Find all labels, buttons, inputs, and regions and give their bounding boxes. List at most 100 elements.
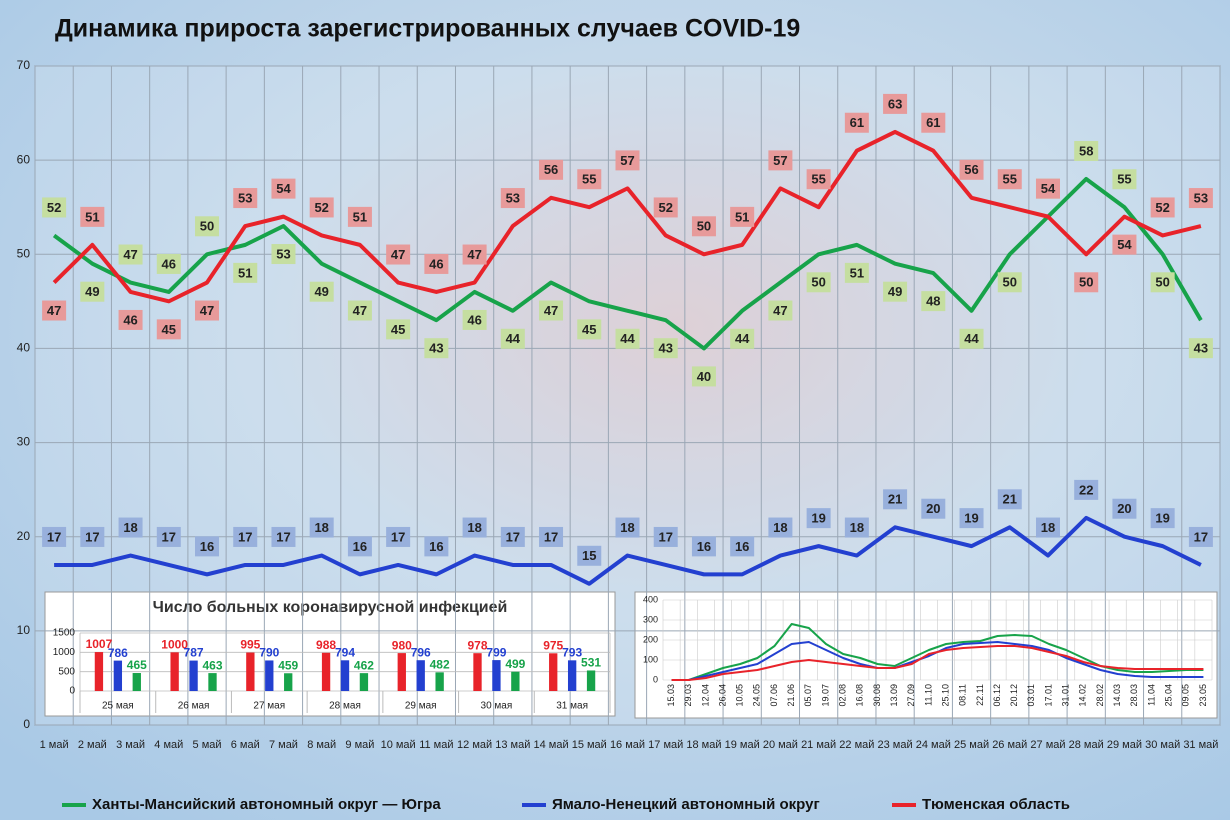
label-box [653,197,678,218]
x-tick-label: 31.01 [1061,684,1071,707]
label-box [539,526,564,547]
data-label: 55 [1003,172,1017,187]
label-box [1150,272,1175,293]
x-tick-label: 19 май [725,739,760,751]
x-tick-label: 4 май [154,739,183,751]
bar [265,660,274,691]
data-label: 786 [108,646,128,660]
legend-label: Ямало-Ненецкий автономный округ [552,796,820,813]
x-tick-label: 14 май [533,739,568,751]
label-box [347,206,372,227]
x-tick-label: 13.09 [889,684,899,707]
data-label: 47 [200,303,214,318]
bar [132,673,141,691]
data-label: 56 [544,162,558,177]
label-box [424,253,449,274]
x-tick-label: 25.10 [940,684,950,707]
x-tick-label: 10.05 [735,684,745,707]
x-tick-label: 29.03 [683,684,693,707]
data-label: 52 [47,200,61,215]
series-line [52,176,1203,351]
bar [435,672,444,691]
x-tick-label: 17 май [648,739,683,751]
label-box [806,508,831,529]
data-label: 16 [697,539,711,554]
label-box [424,338,449,359]
data-label: 47 [773,303,787,318]
x-tick-label: 7 май [269,739,298,751]
data-label: 47 [47,303,61,318]
label-box [195,300,220,321]
data-label: 45 [582,322,596,337]
data-label: 975 [543,638,563,652]
bar [113,660,123,691]
data-label: 465 [127,658,147,672]
x-tick-label: 27 май [1030,739,1065,751]
data-label: 531 [581,656,601,670]
x-tick-label: 07.06 [769,684,779,707]
data-label: 51 [85,209,99,224]
data-label: 46 [162,256,176,271]
x-tick-label: 28.02 [1095,684,1105,707]
bar [208,673,217,691]
x-tick-label: 16 май [610,739,645,751]
data-label: 57 [620,153,634,168]
data-label: 459 [278,658,298,672]
label-box [1074,479,1099,500]
x-tick-label: 25.04 [1163,684,1173,707]
x-tick-label: 11.10 [923,684,933,706]
data-label: 980 [392,638,412,652]
bar [284,673,293,691]
data-label: 50 [1155,275,1169,290]
label-box [730,328,755,349]
data-label: 47 [353,303,367,318]
label-box [500,328,525,349]
label-box [653,338,678,359]
series-line [671,645,1204,681]
y-tick-label: 0 [69,686,75,697]
data-label: 1007 [86,637,113,651]
data-label: 21 [1003,492,1017,507]
label-box [233,188,258,209]
label-box [42,300,67,321]
y-tick-label: 1000 [53,647,76,658]
label-box [959,328,984,349]
label-box [462,517,487,538]
data-label: 462 [354,658,374,672]
label-box [691,536,716,557]
x-tick-label: 8 май [307,739,336,751]
x-tick-label: 13 май [495,739,530,751]
data-label: 20 [926,501,940,516]
x-tick-label: 02.08 [838,684,848,707]
bar [397,653,406,691]
bar [170,652,179,691]
x-tick-label: 22.11 [975,684,985,706]
x-tick-label: 17.01 [1043,684,1053,707]
y-tick-label: 30 [17,435,31,449]
x-tick-label: 31 мая [556,701,588,712]
data-label: 53 [276,246,290,261]
plot-area [34,65,1221,726]
x-tick-label: 26 мая [178,701,210,712]
x-tick-label: 2 май [78,739,107,751]
data-label: 18 [773,520,787,535]
x-tick-label: 15 май [572,739,607,751]
label-box [156,526,181,547]
bar [473,653,482,691]
data-label: 40 [697,369,711,384]
data-label: 17 [238,529,252,544]
label-box [42,197,67,218]
label-box [730,206,755,227]
data-label: 44 [506,331,521,346]
data-label: 46 [467,312,481,327]
label-box [386,319,411,340]
y-tick-label: 50 [17,246,31,260]
data-label: 54 [276,181,291,196]
bar [94,652,104,691]
data-label: 19 [811,511,825,526]
x-tick-label: 6 май [231,739,260,751]
x-tick-label: 14.03 [1112,684,1122,707]
data-label: 790 [259,646,279,660]
y-tick-label: 500 [58,666,75,677]
label-box [539,300,564,321]
